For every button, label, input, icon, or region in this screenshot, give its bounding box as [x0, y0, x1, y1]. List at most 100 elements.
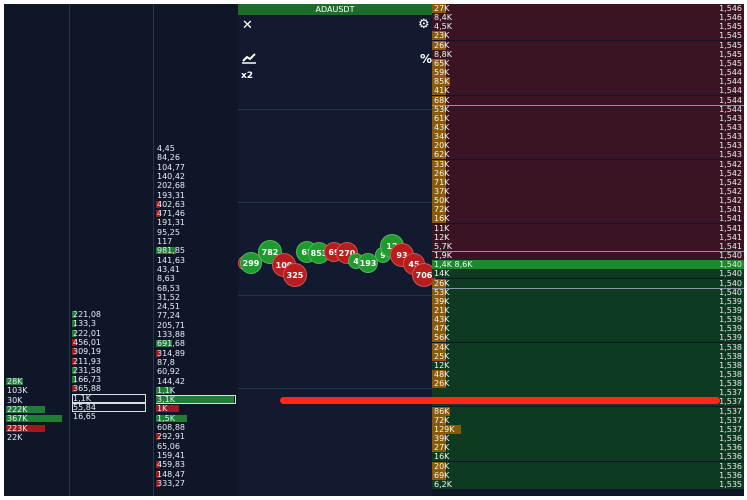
price-level-row[interactable]: 61K 1,543	[432, 113, 744, 123]
level-price: 1,541	[719, 214, 742, 224]
price-level-row[interactable]: 26K 1,542	[432, 168, 744, 178]
cluster-cell: 402,63	[156, 200, 236, 209]
price-level-row[interactable]: 8,8K 1,545	[432, 49, 744, 59]
level-volume: 16K	[434, 214, 450, 224]
cluster-value: 133,3	[73, 319, 96, 329]
cluster-cell: 471,46	[156, 209, 236, 218]
volume-bar	[432, 415, 447, 425]
price-level-row[interactable]: 65K 1,545	[432, 58, 744, 68]
price-level-row[interactable]: 4,5K 1,545	[432, 22, 744, 32]
price-level-row[interactable]: 53K 1,540	[432, 287, 744, 297]
cluster-value: 471,46	[157, 209, 185, 219]
gear-icon[interactable]: ⚙	[418, 17, 430, 32]
cluster-value: 77,24	[157, 311, 180, 321]
volume-bar	[432, 379, 446, 389]
price-level-row[interactable]: 86K 1,537	[432, 406, 744, 416]
volume-bar	[432, 205, 447, 215]
price-level-row[interactable]: 27K 1,546	[432, 4, 744, 13]
price-level-row[interactable]: 20K 1,543	[432, 141, 744, 151]
cluster-value: 211,93	[73, 356, 101, 366]
level-volume: 14K	[434, 269, 450, 279]
price-level-row[interactable]: 34K 1,543	[432, 132, 744, 142]
price-level-row[interactable]: 56K 1,539	[432, 333, 744, 343]
trade-bubble[interactable]: 325	[283, 263, 307, 287]
price-level-row[interactable]: 62K 1,543	[432, 150, 744, 160]
price-level-row[interactable]: 12K 1,538	[432, 360, 744, 370]
price-level-row[interactable]: 1,4K 8,6K 1,540	[432, 260, 744, 270]
cluster-value: 1,1K	[157, 385, 175, 395]
price-level-row[interactable]: 24K 1,538	[432, 342, 744, 352]
volume-bar	[156, 396, 234, 404]
level-volume: 8,8K	[434, 49, 452, 59]
price-level-row[interactable]: 26K 1,540	[432, 278, 744, 288]
price-level-row[interactable]: 47K 1,539	[432, 324, 744, 334]
level-volume: 85K	[434, 77, 450, 87]
price-level-row[interactable]: 16K 1,536	[432, 452, 744, 462]
price-level-row[interactable]: 72K 1,541	[432, 205, 744, 215]
price-level-row[interactable]: 33K 1,542	[432, 159, 744, 169]
percent-toggle[interactable]: %	[420, 52, 433, 66]
volume-bar	[432, 342, 446, 352]
price-level-row[interactable]: 5,7K 1,541	[432, 241, 744, 251]
price-level-row[interactable]: 21K 1,539	[432, 305, 744, 315]
price-level-row[interactable]: 37K 1,542	[432, 187, 744, 196]
order-book-ladder[interactable]: 27K 1,546 8,4K 1,546 4,5K 1,545 23K 1,545 26K 1,5…	[432, 4, 744, 496]
cluster-value: 314,89	[157, 348, 185, 358]
price-level-row[interactable]: 85K 1,544	[432, 77, 744, 87]
price-level-row[interactable]: 20K 1,536	[432, 461, 744, 471]
volume-bar	[432, 187, 446, 196]
level-volume: 26K	[434, 278, 450, 288]
price-level-row[interactable]: 16K 1,541	[432, 214, 744, 224]
price-level-row[interactable]: 26K 1,538	[432, 379, 744, 389]
cluster-column-3: 4,45 84,26 104,77 140,42 202,68 193,31 402,63 4…	[154, 4, 238, 496]
price-level-row[interactable]: 23K 1,545	[432, 31, 744, 41]
cluster-value: 231,58	[73, 365, 101, 375]
price-level-row[interactable]: 41K 1,544	[432, 86, 744, 96]
price-level-row[interactable]: 25K 1,538	[432, 351, 744, 361]
cluster-cell: 104,77	[156, 163, 236, 172]
price-level-row[interactable]: 26K 1,545	[432, 40, 744, 50]
price-level-row[interactable]: 72K 1,537	[432, 415, 744, 425]
price-level-row[interactable]: 12K 1,541	[432, 232, 744, 242]
cluster-cell: 22K	[6, 433, 64, 442]
price-level-row[interactable]: 1,9K 1,540	[432, 251, 744, 261]
cluster-cell: 84,26	[156, 153, 236, 162]
price-level-row[interactable]: 68K 1,544	[432, 95, 744, 105]
price-level-row[interactable]: 59K 1,544	[432, 68, 744, 78]
level-price: 1,541	[719, 223, 742, 233]
volume-bar	[432, 4, 446, 13]
price-level-row[interactable]: 129K 1,537	[432, 424, 744, 434]
price-level-row[interactable]: 27K 1,536	[432, 443, 744, 453]
level-volume: 27K	[434, 443, 450, 453]
price-level-row[interactable]: 48K 1,538	[432, 370, 744, 379]
level-price: 1,545	[719, 40, 742, 50]
price-level-row[interactable]: 71K 1,542	[432, 177, 744, 187]
ladder-separator	[432, 104, 744, 106]
zoom-level[interactable]: x2	[241, 71, 254, 81]
trade-bubble[interactable]: 193	[358, 253, 378, 273]
level-price: 1,542	[719, 159, 742, 169]
trade-bubble[interactable]: 299	[240, 252, 262, 274]
trade-chart-panel[interactable]: ADAUSDT ✕ ⚙ % x2 11299782100325658536927…	[238, 4, 436, 496]
price-level-row[interactable]: 1,537	[432, 388, 744, 398]
price-level-row[interactable]: 43K 1,543	[432, 122, 744, 132]
price-level-row[interactable]: 39K 1,536	[432, 434, 744, 444]
volume-bar	[432, 406, 450, 416]
level-volume: 1,4K 8,6K	[434, 260, 473, 270]
price-level-row[interactable]: 43K 1,539	[432, 315, 744, 325]
level-volume: 6,2K	[434, 479, 452, 489]
level-price: 1,543	[719, 122, 742, 132]
price-level-row[interactable]: 53K 1,544	[432, 104, 744, 114]
price-level-row[interactable]: 39K 1,539	[432, 296, 744, 306]
price-level-row[interactable]: 50K 1,542	[432, 196, 744, 206]
close-icon[interactable]: ✕	[242, 18, 253, 33]
price-level-row[interactable]: 11K 1,541	[432, 223, 744, 233]
price-level-row[interactable]: 69K 1,536	[432, 470, 744, 480]
price-level-row[interactable]: 6,2K 1,535	[432, 479, 744, 489]
line-chart-icon[interactable]	[242, 52, 256, 64]
cluster-cell: 222K	[6, 405, 64, 414]
price-level-row[interactable]: 14K 1,540	[432, 269, 744, 279]
volume-bar	[432, 177, 447, 187]
price-level-row[interactable]: 8,4K 1,546	[432, 13, 744, 23]
volume-bar	[156, 349, 160, 357]
